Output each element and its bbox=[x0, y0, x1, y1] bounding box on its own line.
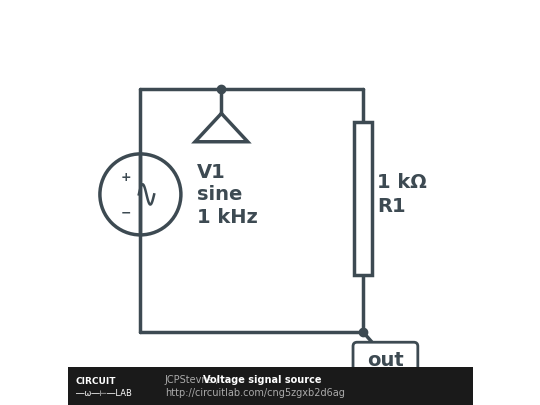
Text: http://circuitlab.com/cng5zgxb2d6ag: http://circuitlab.com/cng5zgxb2d6ag bbox=[165, 388, 345, 398]
Text: CIRCUIT: CIRCUIT bbox=[76, 377, 116, 386]
FancyBboxPatch shape bbox=[354, 122, 372, 275]
FancyBboxPatch shape bbox=[353, 342, 418, 379]
Text: +: + bbox=[121, 171, 132, 184]
Text: 1 kΩ: 1 kΩ bbox=[377, 173, 427, 192]
FancyBboxPatch shape bbox=[68, 367, 472, 405]
Text: sine: sine bbox=[197, 185, 242, 204]
Text: JCPStevns /: JCPStevns / bbox=[165, 375, 223, 385]
Text: 1 kHz: 1 kHz bbox=[197, 209, 258, 227]
Text: ―ω―⊢―LAB: ―ω―⊢―LAB bbox=[76, 389, 131, 398]
Text: V1: V1 bbox=[197, 163, 226, 181]
Text: Voltage signal source: Voltage signal source bbox=[203, 375, 322, 385]
Text: out: out bbox=[367, 351, 404, 370]
Text: R1: R1 bbox=[377, 197, 406, 216]
Text: −: − bbox=[121, 206, 131, 219]
